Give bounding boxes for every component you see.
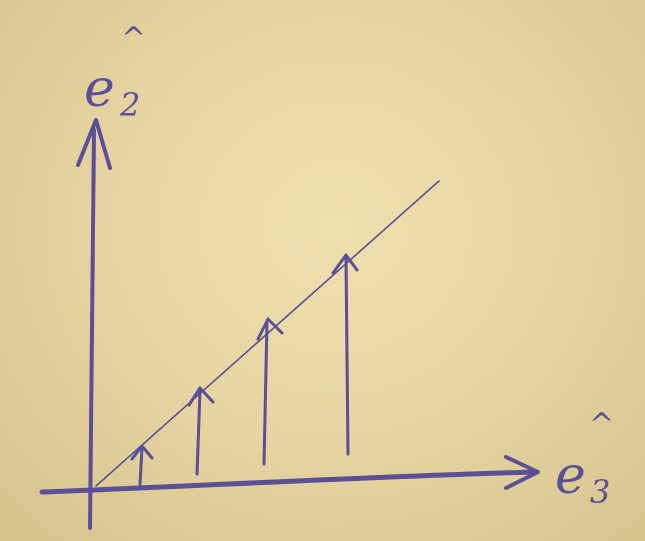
vertical-arrow-3-head xyxy=(256,317,284,341)
horizontal-axis-label-base: e xyxy=(555,446,586,506)
vertical-axis-arrowhead xyxy=(76,118,112,170)
vertical-arrow xyxy=(331,253,359,456)
vertical-arrow-4-head xyxy=(331,253,359,275)
horizontal-axis-label: ^ e 3 xyxy=(555,407,614,511)
vertical-arrow-1-head xyxy=(130,444,154,461)
vertical-arrow xyxy=(187,386,215,476)
vertical-axis xyxy=(76,118,112,530)
horizontal-axis-label-subscript: 3 xyxy=(590,473,610,511)
vertical-arrow-2-head xyxy=(187,386,215,407)
vertical-axis-line xyxy=(88,128,96,530)
vertical-arrow-4-shaft xyxy=(344,256,350,456)
vertical-arrow-3-shaft xyxy=(262,320,269,466)
vertical-axis-label-base: e xyxy=(84,59,115,119)
vertical-axis-label: ^ e 2 xyxy=(84,21,146,124)
vertical-arrow xyxy=(256,317,284,466)
horizontal-axis xyxy=(39,455,540,495)
vertical-axis-label-subscript: 2 xyxy=(119,86,140,124)
horizontal-axis-arrowhead xyxy=(504,455,540,490)
horizontal-axis-line xyxy=(39,469,539,495)
horizontal-axis-label-hat: ^ xyxy=(589,407,614,442)
vertical-arrow-2-shaft xyxy=(195,389,202,476)
vertical-arrow xyxy=(130,444,154,486)
vertical-arrow-1-shaft xyxy=(138,446,144,486)
vertical-axis-label-hat: ^ xyxy=(121,21,146,56)
